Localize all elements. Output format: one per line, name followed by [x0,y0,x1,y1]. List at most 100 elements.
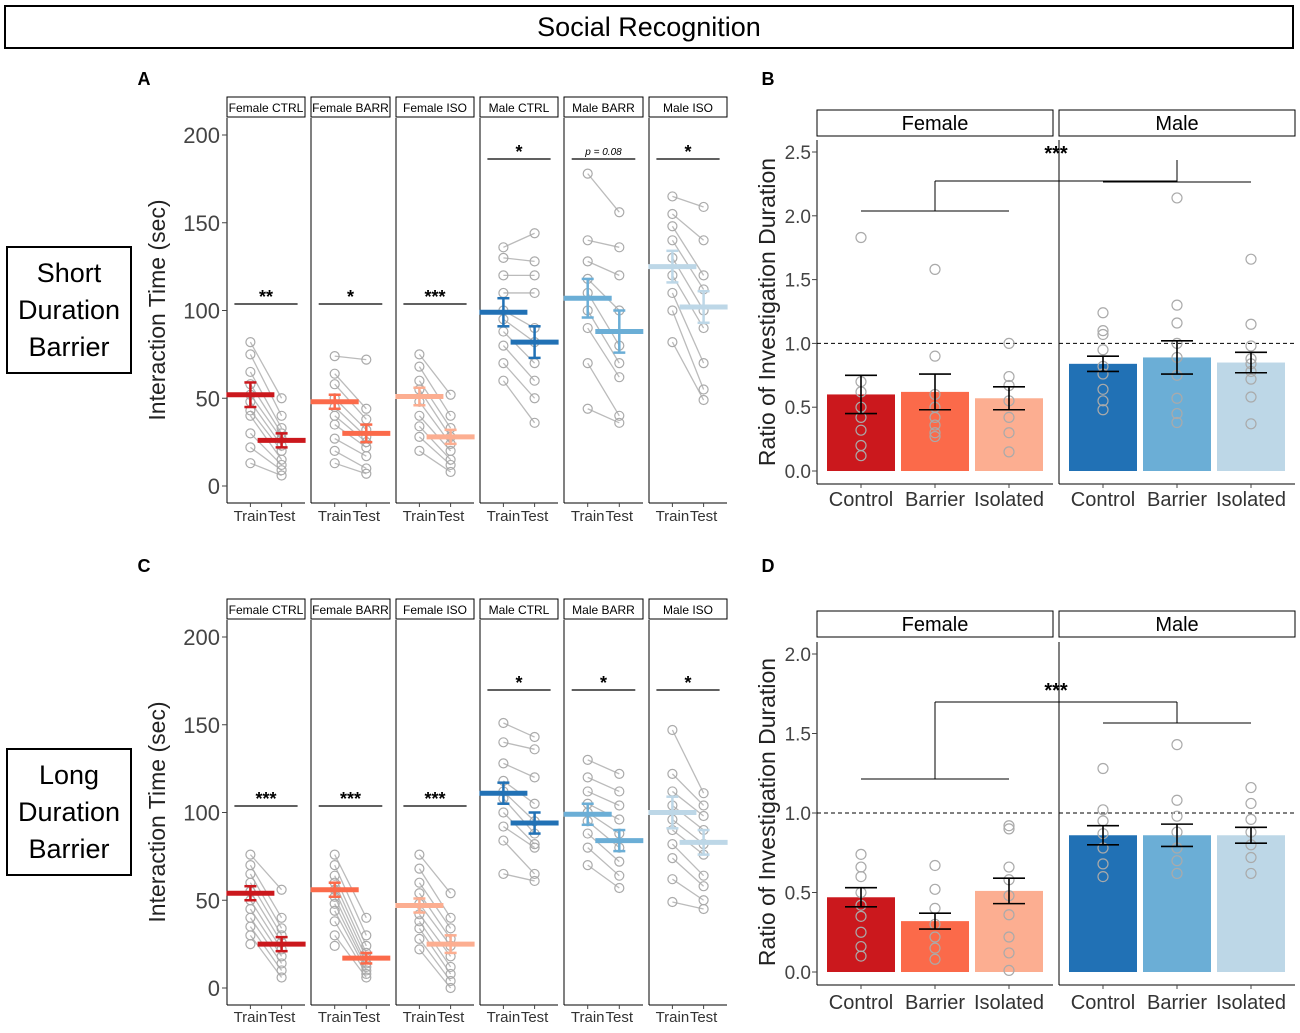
subject-point-test [529,731,540,743]
subject-point-train [329,870,340,881]
subject-point-train [329,940,340,951]
subject-point-train [582,772,593,783]
facet-strip-label: Male BARR [572,603,635,617]
subject-line [249,410,283,452]
subject-point-train [329,458,340,469]
x-tick-label-train: Train [487,508,521,525]
significance-stars: * [515,142,522,162]
subject-point-train [667,221,678,232]
panel-letter-a: A [138,69,151,89]
subject-line [249,934,283,978]
subject-point-test [276,470,287,481]
subject-point [1003,370,1015,383]
subject-line [334,355,367,361]
subject-point-test [276,923,287,934]
subject-point [1171,392,1183,404]
subject-point-train [582,235,593,246]
subject-point-test [529,256,540,267]
subject-line [587,173,620,213]
subject-line [587,790,620,807]
significance-stars: *** [1044,680,1068,702]
subject-point [1097,395,1109,407]
subject-line [671,857,705,887]
subject-line [419,450,451,473]
subject-point [1245,813,1257,825]
subject-point [929,427,941,439]
subject-point-test [276,958,287,969]
facet-strip [310,96,391,118]
subject-line [249,908,283,957]
y-axis-label: Interaction Time (sec) [144,199,170,420]
subject-point-train [582,828,593,839]
facet-strip [479,96,559,118]
y-axis-label: Ratio of Investigation Duration [754,658,780,966]
facet-strip-label: Male ISO [663,101,713,115]
subject-point-train [329,433,340,444]
subject-line [249,394,283,439]
subject-line [249,415,283,461]
subject-point-test [445,982,456,994]
subject-line [671,843,705,877]
subject-point-train [329,368,340,379]
subject-point-train [329,898,340,909]
subject-point-test [361,912,372,923]
significance-stars: * [684,673,691,693]
subject-line [503,873,535,882]
subject-line [587,292,620,346]
subject-point-train [329,445,340,456]
subject-line [334,424,367,448]
bar-control [1069,835,1137,972]
y-tick-label: 200 [183,625,220,650]
subject-point [1171,299,1183,311]
subject-line [587,278,620,311]
subject-point-train [582,168,593,179]
x-tick-label-train: Train [403,1009,437,1026]
subject-point-test [614,410,625,421]
subject-point [1171,407,1183,420]
facet-strip [1058,610,1296,638]
subject-point [855,231,867,244]
subject-point-train [667,191,678,202]
facet-strip [395,598,475,620]
subject-point-test [276,393,287,404]
bar-isolated [1217,362,1285,471]
subject-point [929,430,941,443]
subject-point-test [445,923,456,934]
subject-point-train [582,322,593,334]
subject-line [587,260,620,276]
subject-point [1097,404,1109,416]
subject-point-train [414,916,425,927]
subject-point-test [698,800,709,811]
row-label-line: Short [36,257,102,288]
y-axis-label: Interaction Time (sec) [144,701,170,922]
subject-line [672,901,704,910]
facet-strip [1058,109,1296,137]
subject-line [334,438,367,457]
subject-line [671,729,705,794]
subject-point-train [329,379,340,390]
subject-point-test [361,972,372,983]
significance-stars: *** [340,789,361,809]
panel-letter-c: C [138,556,151,576]
subject-point-test [614,814,625,825]
subject-point-test [698,788,709,799]
panel-letter-d: D [762,556,775,576]
subject-line [334,889,367,959]
facet-strip-label: Male [1155,113,1198,135]
subject-point-test [361,451,372,462]
x-tick-label: Barrier [905,489,965,511]
facet-strip-label: Female [902,113,969,135]
subject-point-test [529,228,540,239]
x-tick-label-train: Train [487,1009,521,1026]
subject-point [1003,931,1015,943]
subject-point [1245,373,1257,385]
x-tick-label-test: Test [353,508,381,525]
subject-line [671,341,705,401]
subject-line [249,873,283,929]
subject-point-train [582,754,593,765]
subject-line [671,773,705,806]
subject-point [929,859,941,872]
row-label-line: Duration [17,796,121,827]
x-tick-label-test: Test [521,1009,549,1026]
subject-line [418,903,452,947]
